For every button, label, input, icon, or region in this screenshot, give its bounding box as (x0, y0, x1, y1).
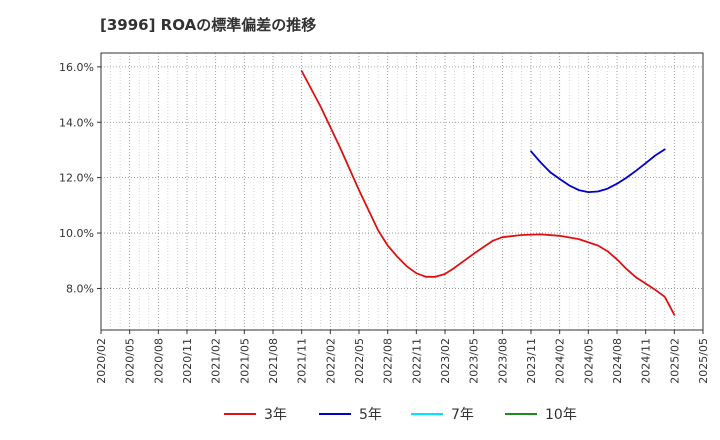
x-tick-label: 2021/05 (238, 338, 251, 384)
y-tick-label: 16.0% (59, 61, 94, 74)
x-tick-label: 2022/08 (382, 338, 395, 384)
x-tick-label: 2023/02 (439, 338, 452, 384)
x-tick-label: 2023/05 (468, 338, 481, 384)
x-tick-label: 2023/08 (496, 338, 509, 384)
x-tick-label: 2021/02 (210, 338, 223, 384)
x-axis-ticks: 2020/02 2020/05 2020/08 2020/11 2021/02 2021/… (95, 330, 710, 384)
x-tick-label: 2024/05 (582, 338, 595, 384)
x-tick-label: 2022/11 (410, 338, 423, 384)
grid-lines (100, 53, 704, 330)
x-tick-label: 2024/02 (554, 338, 567, 384)
legend-label: 7年 (451, 407, 474, 423)
legend: 3年 5年 7年 10年 (224, 407, 577, 423)
y-tick-label: 12.0% (59, 172, 94, 185)
legend-label: 10年 (545, 407, 577, 423)
legend-label: 5年 (359, 407, 382, 423)
x-tick-label: 2020/05 (124, 338, 137, 384)
series-line (300, 70, 676, 316)
x-tick-label: 2023/11 (525, 338, 538, 384)
y-axis-ticks: 8.0% 10.0% 12.0% 14.0% 16.0% (59, 61, 101, 295)
x-tick-label: 2021/08 (267, 338, 280, 384)
x-tick-label: 2025/02 (668, 338, 681, 384)
x-tick-label: 2025/05 (697, 338, 710, 384)
y-tick-label: 8.0% (66, 282, 94, 295)
x-tick-label: 2020/02 (95, 338, 108, 384)
x-tick-label: 2024/08 (611, 338, 624, 384)
chart-title: [3996] ROAの標準偏差の推移 (100, 16, 317, 34)
y-tick-label: 10.0% (59, 227, 94, 240)
x-tick-label: 2024/11 (640, 338, 653, 384)
x-tick-label: 2021/11 (296, 338, 309, 384)
series-line (530, 148, 666, 194)
plot-area (100, 52, 704, 331)
x-tick-label: 2022/05 (353, 338, 366, 384)
x-tick-label: 2020/11 (181, 338, 194, 384)
series-lines (300, 70, 676, 316)
x-tick-label: 2022/02 (324, 338, 337, 384)
legend-label: 3年 (264, 407, 287, 423)
x-tick-label: 2020/08 (152, 338, 165, 384)
y-tick-label: 14.0% (59, 116, 94, 129)
